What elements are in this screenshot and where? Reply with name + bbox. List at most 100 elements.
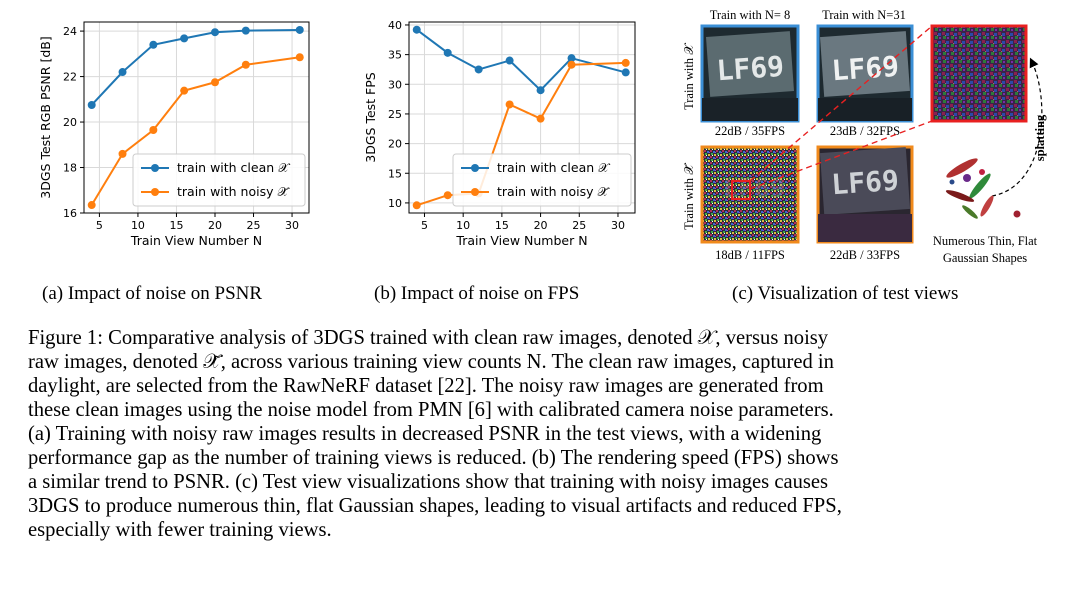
subcaption-c: (c) Visualization of test views (732, 283, 959, 304)
data-point-1 (505, 100, 514, 109)
caption-line: Figure 1: Comparative analysis of 3DGS t… (28, 327, 829, 349)
data-point-1 (180, 86, 189, 95)
caption-line: (a) Training with noisy raw images resul… (28, 423, 822, 445)
psnr-chart: 5 10 15 20 25 30 16 18 20 22 24 Train View Number N… (38, 21, 310, 248)
data-point-0 (536, 86, 545, 95)
x-tick-label: 10 (456, 219, 470, 232)
data-point-1 (443, 191, 452, 200)
legend-label-0: train with clean 𝒳 (177, 160, 291, 175)
y-tick-label: 16 (63, 207, 77, 220)
x-axis-label: Train View Number N (455, 233, 587, 248)
col-header-n8: Train with N= 8 (710, 8, 791, 22)
zoomed-patch (930, 24, 1028, 123)
plot-frame (83, 21, 310, 214)
y-tick-label: 20 (63, 116, 77, 129)
plate-text-4: LF69 (830, 164, 900, 202)
data-point-1 (118, 149, 127, 158)
render-noisy-n31: LF69 (816, 145, 914, 244)
data-point-0 (443, 48, 452, 57)
subcaption-a: (a) Impact of noise on PSNR (42, 283, 263, 304)
data-point-0 (621, 68, 630, 77)
caption-noisy-n8: 18dB / 11FPS (715, 248, 785, 262)
render-clean-n31: LF69 (816, 24, 914, 123)
splatting-arrow (991, 57, 1043, 197)
y-tick-label: 30 (388, 78, 402, 91)
y-tick-label: 10 (388, 197, 402, 210)
fps-chart: 5 10 15 20 25 30 10 15 20 25 30 35 40 Train View Numb… (363, 19, 636, 248)
caption-clean-n31: 23dB / 32FPS (830, 124, 900, 138)
data-point-0 (505, 56, 514, 65)
caption-line: 3DGS to produce numerous thin, flat Gaus… (28, 495, 842, 517)
y-tick-label: 15 (388, 167, 402, 180)
x-tick-label: 15 (495, 219, 509, 232)
y-tick-label: 22 (63, 71, 77, 84)
data-point-0 (567, 54, 576, 63)
x-tick-label: 5 (421, 219, 428, 232)
data-point-1 (241, 60, 250, 69)
caption-line: performance gap as the number of trainin… (28, 447, 839, 469)
data-point-0 (118, 68, 127, 77)
legend-marker-1 (151, 188, 159, 196)
x-tick-label: 30 (285, 219, 299, 232)
x-tick-label: 20 (208, 219, 222, 232)
caption-line: daylight, are selected from the RawNeRF … (28, 375, 824, 397)
legend-marker-0 (471, 164, 479, 172)
x-tick-label: 20 (534, 219, 548, 232)
shapes-caption-line1: Numerous Thin, Flat (933, 234, 1038, 248)
legend-marker-0 (151, 164, 159, 172)
caption-line: raw images, denoted 𝒳̃, across various t… (28, 351, 834, 373)
data-point-0 (474, 65, 483, 74)
legend-label-0: train with clean 𝒳 (497, 160, 611, 175)
data-point-0 (295, 25, 304, 34)
data-point-1 (295, 53, 304, 62)
row-label-noisy: Train with 𝒳̃ (682, 162, 696, 230)
x-tick-label: 15 (169, 219, 183, 232)
zoom-connector-bottom (749, 120, 933, 190)
caption-line: these clean images using the noise model… (28, 399, 834, 421)
figure-caption: Figure 1: Comparative analysis of 3DGS t… (28, 326, 1064, 542)
legend-box (132, 153, 306, 207)
col-header-n31: Train with N=31 (822, 8, 906, 22)
series-line-0 (416, 28, 626, 92)
row-label-clean: Train with 𝒳 (682, 42, 696, 110)
data-point-1 (621, 58, 630, 67)
x-tick-label: 25 (572, 219, 586, 232)
plot-frame (408, 21, 636, 214)
data-point-1 (412, 201, 421, 210)
data-point-0 (412, 25, 421, 34)
data-point-0 (210, 28, 219, 37)
render-clean-n8: LF69 (700, 24, 800, 123)
caption-line: a similar trend to PSNR. (c) Test view v… (28, 471, 829, 493)
x-tick-label: 25 (247, 219, 261, 232)
legend-label-1: train with noisy 𝒳̃ (497, 184, 610, 199)
data-point-1 (149, 126, 158, 135)
caption-noisy-n31: 22dB / 33FPS (830, 248, 900, 262)
y-axis-label: 3DGS Test FPS (363, 72, 378, 162)
splatting-label: splatting (1033, 114, 1047, 161)
legend-label-1: train with noisy 𝒳̃ (177, 184, 290, 199)
data-point-0 (180, 34, 189, 43)
caption-line: especially with fewer training views. (28, 519, 332, 541)
gaussian-shapes-illustration (945, 158, 1021, 219)
zoom-region-box (730, 179, 752, 201)
y-axis-label: 3DGS Test RGB PSNR [dB] (38, 36, 53, 198)
x-tick-label: 10 (131, 219, 145, 232)
data-point-1 (536, 114, 545, 123)
render-noisy-n8: LF69 (700, 145, 800, 244)
plate-text-1: LF69 (716, 50, 786, 88)
data-point-1 (210, 78, 219, 87)
legend-box (452, 153, 632, 207)
subcaption-b: (b) Impact of noise on FPS (374, 283, 580, 304)
x-axis-label: Train View Number N (130, 233, 262, 248)
shapes-caption-line2: Gaussian Shapes (943, 251, 1027, 265)
y-tick-label: 20 (388, 138, 402, 151)
test-view-visualization: Train with N= 8 Train with N=31 Train wi… (682, 8, 1047, 265)
y-tick-label: 24 (63, 25, 77, 38)
x-tick-label: 5 (96, 219, 103, 232)
data-point-1 (87, 201, 96, 210)
caption-clean-n8: 22dB / 35FPS (715, 124, 785, 138)
x-tick-label: 30 (611, 219, 625, 232)
y-tick-label: 35 (388, 49, 402, 62)
y-tick-label: 25 (388, 108, 402, 121)
data-point-0 (87, 100, 96, 109)
